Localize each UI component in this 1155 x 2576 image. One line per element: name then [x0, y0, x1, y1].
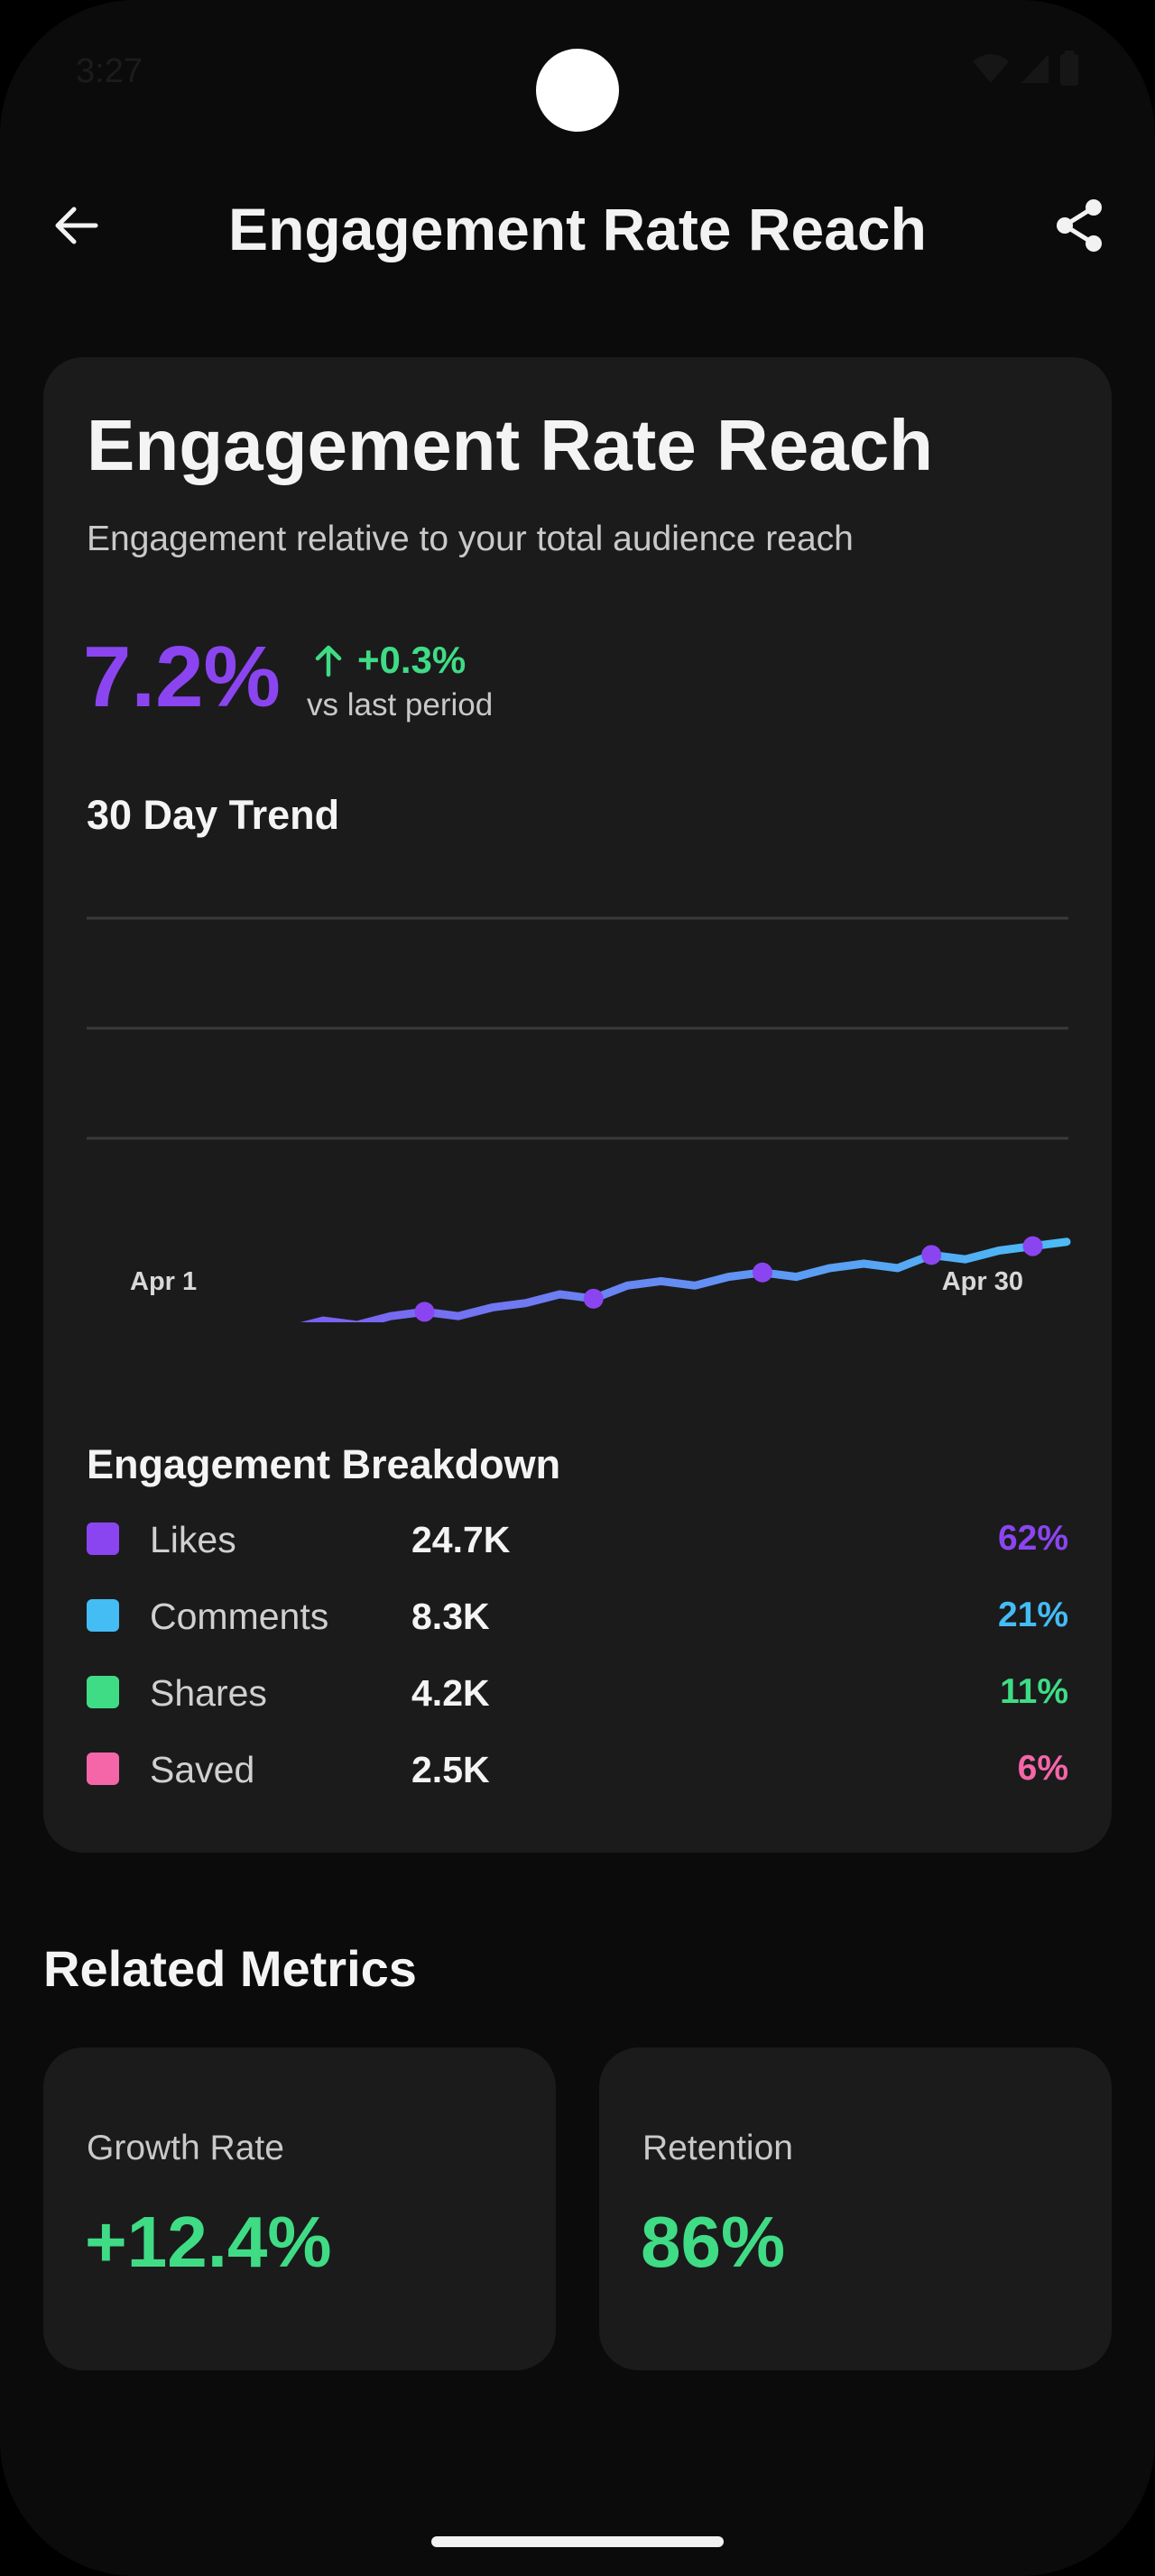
back-button[interactable] — [40, 189, 112, 262]
share-icon — [1057, 199, 1102, 252]
breakdown-percent: 62% — [997, 1519, 1068, 1558]
card-subtitle: Engagement relative to your total audien… — [87, 520, 854, 558]
breakdown-label: Comments — [150, 1596, 329, 1637]
saved-swatch — [87, 1753, 119, 1785]
breakdown-count: 24.7K — [411, 1519, 511, 1560]
signal-icon — [1021, 54, 1049, 83]
engagement-rate-value: 7.2% — [83, 629, 281, 725]
breakdown-count: 2.5K — [411, 1749, 490, 1790]
metric-value: +12.4% — [85, 2202, 332, 2282]
status-icons — [971, 51, 1079, 87]
breakdown-title: Engagement Breakdown — [87, 1441, 561, 1487]
wifi-icon — [973, 54, 1009, 83]
trend-data-point[interactable] — [414, 1302, 435, 1322]
breakdown-count: 4.2K — [411, 1672, 490, 1714]
trend-chart: Apr 1 Apr 30 — [43, 889, 1112, 1322]
breakdown-row-saved: Saved 2.5K 6% — [87, 1742, 1068, 1796]
engagement-card: Engagement Rate Reach Engagement relativ… — [43, 357, 1112, 1853]
status-bar: 3:27 — [0, 0, 1155, 144]
status-time: 3:27 — [76, 52, 143, 90]
delta-caption: vs last period — [307, 687, 494, 722]
trend-data-point[interactable] — [921, 1245, 942, 1265]
breakdown-percent: 21% — [997, 1596, 1068, 1634]
comments-swatch — [87, 1599, 119, 1632]
trend-data-point[interactable] — [1022, 1236, 1043, 1256]
likes-swatch — [87, 1523, 119, 1555]
metric-label: Retention — [642, 2129, 793, 2167]
delta-indicator: +0.3% — [310, 639, 466, 682]
arrow-up-icon — [315, 645, 342, 677]
camera-cutout — [536, 49, 619, 132]
breakdown-count: 8.3K — [411, 1596, 490, 1637]
x-start-label: Apr 1 — [130, 1267, 197, 1296]
growth-rate-card[interactable]: Growth Rate +12.4% — [43, 2047, 556, 2370]
battery-icon — [1060, 51, 1078, 86]
trend-chart-svg: Apr 1 Apr 30 — [87, 916, 1071, 1322]
metric-value: 86% — [641, 2202, 786, 2282]
breakdown-label: Shares — [150, 1672, 267, 1714]
home-indicator[interactable] — [431, 2536, 724, 2547]
breakdown-row-likes: Likes 24.7K 62% — [87, 1512, 1068, 1566]
share-button[interactable] — [1043, 189, 1115, 262]
breakdown-row-shares: Shares 4.2K 11% — [87, 1665, 1068, 1719]
arrow-left-icon — [55, 207, 98, 244]
breakdown-label: Saved — [150, 1749, 255, 1790]
delta-value: +0.3% — [357, 639, 467, 681]
breakdown-label: Likes — [150, 1519, 236, 1560]
trend-data-point[interactable] — [583, 1288, 604, 1309]
breakdown-row-comments: Comments 8.3K 21% — [87, 1588, 1068, 1642]
app-bar: Engagement Rate Reach — [0, 171, 1155, 280]
trend-series-line — [300, 1237, 1071, 1322]
related-metrics-title: Related Metrics — [43, 1940, 417, 1997]
trend-data-point[interactable] — [752, 1262, 772, 1283]
breakdown-percent: 11% — [1000, 1672, 1068, 1711]
trend-title: 30 Day Trend — [87, 792, 340, 838]
breakdown-percent: 6% — [1017, 1749, 1068, 1788]
metric-label: Growth Rate — [87, 2129, 284, 2167]
card-title: Engagement Rate Reach — [87, 405, 934, 485]
page-title: Engagement Rate Reach — [228, 196, 927, 262]
x-end-label: Apr 30 — [942, 1267, 1023, 1296]
retention-card[interactable]: Retention 86% — [599, 2047, 1112, 2370]
shares-swatch — [87, 1676, 119, 1708]
